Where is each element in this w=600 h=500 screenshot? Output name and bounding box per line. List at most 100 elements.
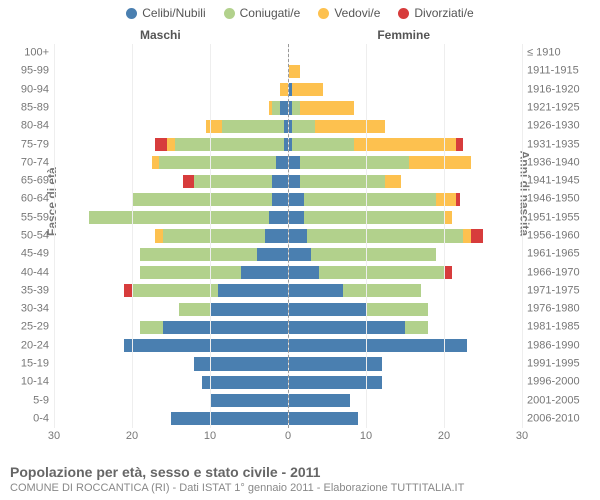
bar-segment [292,101,300,114]
male-bar [54,355,288,373]
bar-segment [163,321,288,334]
gridline [444,44,445,428]
legend-item: Vedovi/e [318,6,380,20]
female-bar [288,391,522,409]
bar-segment [292,83,323,96]
bar-segment [307,229,463,242]
birth-year-label: 1911-1915 [522,66,579,77]
bar-segment [155,138,167,151]
male-bar [54,44,288,62]
x-tick-label: 20 [126,430,138,442]
male-bar [54,62,288,80]
age-label: 85-89 [21,103,54,114]
legend-label: Coniugati/e [240,6,301,20]
age-label: 35-39 [21,285,54,296]
male-bar [54,154,288,172]
bar-segment [241,266,288,279]
birth-year-label: 1921-1925 [522,103,580,114]
plot-area: Fasce di età Anni di nascita 100+≤ 19109… [54,44,522,428]
age-label: 80-84 [21,121,54,132]
male-label: Maschi [140,28,181,42]
male-bar [54,337,288,355]
female-bar [288,62,522,80]
male-bar [54,410,288,428]
gridline [522,44,523,428]
age-label: 70-74 [21,157,54,168]
bar-segment [89,211,268,224]
bar-segment [300,101,355,114]
female-bar [288,318,522,336]
female-bar [288,263,522,281]
birth-year-label: 1931-1935 [522,139,580,150]
female-bar [288,117,522,135]
birth-year-label: 1936-1940 [522,157,580,168]
x-tick-label: 30 [48,430,60,442]
male-bar [54,282,288,300]
bar-segment [288,376,382,389]
legend-label: Divorziati/e [414,6,473,20]
birth-year-label: 1996-2000 [522,377,580,388]
bar-segment [436,193,455,206]
bar-segment [206,120,222,133]
bar-segment [304,193,437,206]
birth-year-label: 1961-1965 [522,249,580,260]
caption-title: Popolazione per età, sesso e stato civil… [10,464,590,480]
birth-year-label: 1951-1955 [522,212,580,223]
bar-segment [315,120,385,133]
birth-year-label: 1976-1980 [522,304,580,315]
female-bar [288,355,522,373]
bar-segment [456,193,460,206]
age-label: 15-19 [21,359,54,370]
age-label: 25-29 [21,322,54,333]
legend-label: Celibi/Nubili [142,6,205,20]
bar-segment [140,266,241,279]
bar-segment [194,357,288,370]
legend-swatch [224,8,235,19]
age-label: 5-9 [33,395,54,406]
male-bar [54,209,288,227]
bar-segment [288,412,358,425]
female-bar [288,172,522,190]
legend-label: Vedovi/e [334,6,380,20]
bar-segment [292,138,354,151]
age-label: 10-14 [21,377,54,388]
bar-segment [288,339,467,352]
age-label: 55-59 [21,212,54,223]
male-bar [54,135,288,153]
birth-year-label: 1926-1930 [522,121,580,132]
male-bar [54,117,288,135]
female-bar [288,154,522,172]
bar-segment [269,211,288,224]
bar-segment [132,193,272,206]
population-pyramid-chart: Celibi/Nubili Coniugati/e Vedovi/e Divorzia… [0,0,600,500]
birth-year-label: 1971-1975 [522,285,580,296]
female-bar [288,209,522,227]
bar-segment [265,229,288,242]
bar-segment [183,175,195,188]
bar-segment [124,284,132,297]
male-bar [54,263,288,281]
birth-year-label: 1981-1985 [522,322,580,333]
bar-segment [288,266,319,279]
birth-year-label: 2006-2010 [522,413,580,424]
bar-segment [471,229,483,242]
bar-segment [155,229,163,242]
female-label: Femmine [377,28,430,42]
bar-segment [354,138,455,151]
female-bar [288,245,522,263]
bar-segment [152,156,160,169]
bar-segment [288,156,300,169]
bar-segment [463,229,471,242]
bar-segment [194,175,272,188]
bar-segment [280,101,288,114]
age-label: 20-24 [21,340,54,351]
bar-segment [304,211,444,224]
bar-segment [210,394,288,407]
bar-segment [288,248,311,261]
female-bar [288,44,522,62]
bar-segment [288,175,300,188]
birth-year-label: 1946-1950 [522,194,580,205]
age-label: 95-99 [21,66,54,77]
bar-segment [366,303,428,316]
bar-segment [405,321,428,334]
